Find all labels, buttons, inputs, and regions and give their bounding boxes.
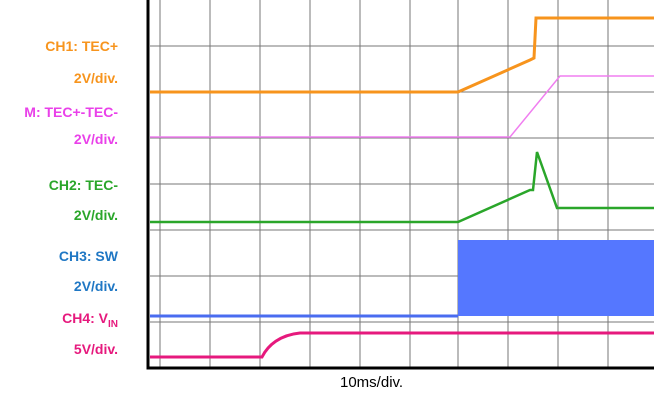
channel-label: 5V/div. [74, 341, 118, 357]
x-axis-label: 10ms/div. [340, 374, 404, 391]
trace-ch3-switching [458, 240, 654, 316]
label-text: CH4: V [62, 310, 108, 326]
channel-label: CH1: TEC+ [45, 38, 118, 54]
trace-ch2 [150, 151, 654, 224]
label-text: CH1: TEC+ [45, 38, 118, 54]
label-subscript: IN [108, 318, 118, 330]
label-text: 5V/div. [73, 341, 118, 357]
channel-label: M: TEC+-TEC- [24, 104, 118, 120]
label-text: 2V/div. [73, 278, 118, 294]
trace-math [150, 75, 654, 138]
channel-label: 2V/div. [74, 207, 118, 223]
channel-label: 2V/div. [74, 70, 118, 86]
label-text: 2V/div. [73, 70, 118, 86]
scope-frame [146, 0, 654, 370]
label-text: 2V/div. [73, 131, 118, 147]
channel-label: CH4: VIN [62, 310, 118, 330]
trace-ch4 [150, 331, 654, 359]
channel-label: CH2: TEC- [49, 177, 118, 193]
label-text: M: TEC+-TEC- [24, 104, 118, 120]
label-text: 2V/div. [73, 207, 118, 223]
label-text: CH3: SW [58, 248, 118, 264]
channel-label: CH3: SW [59, 248, 118, 264]
channel-label: 2V/div. [74, 278, 118, 294]
channel-label: 2V/div. [74, 131, 118, 147]
label-text: CH2: TEC- [48, 177, 118, 193]
trace-ch1 [150, 16, 654, 94]
